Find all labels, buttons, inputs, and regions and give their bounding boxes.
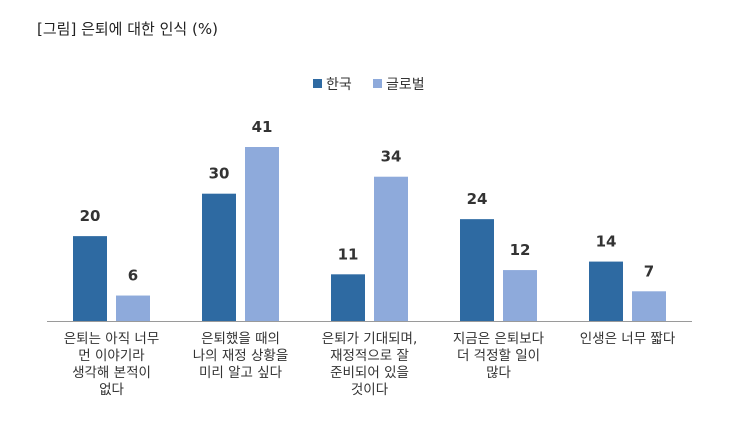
category-label-3: 지금은 은퇴보다 더 걱정할 일이 많다 bbox=[453, 331, 545, 381]
value-label-2-1: 34 bbox=[381, 148, 402, 166]
category-label-line: 준비되어 있을 bbox=[330, 365, 409, 381]
category-label-line: 재정적으로 잘 bbox=[330, 348, 409, 364]
category-label-line: 먼 이야기라 bbox=[78, 348, 145, 364]
category-labels-group: 은퇴는 아직 너무 먼 이야기라 생각해 본적이 없다 은퇴했을 때의 나의 재정 상황을… bbox=[64, 331, 676, 398]
value-label-1-0: 30 bbox=[209, 165, 230, 183]
bar-0-1 bbox=[116, 295, 150, 321]
bar-1-1 bbox=[245, 147, 279, 321]
category-label-line: 더 걱정할 일이 bbox=[457, 348, 540, 364]
category-label-line: 은퇴가 기대되며, bbox=[322, 331, 418, 347]
bar-2-1 bbox=[374, 176, 408, 321]
bar-3-1 bbox=[503, 270, 537, 321]
legend-label-0: 한국 bbox=[326, 77, 352, 93]
value-label-4-1: 7 bbox=[644, 262, 654, 280]
category-label-line: 은퇴는 아직 너무 bbox=[64, 331, 160, 347]
legend-swatch-0 bbox=[313, 79, 322, 88]
value-label-3-1: 12 bbox=[510, 241, 531, 259]
category-label-0: 은퇴는 아직 너무 먼 이야기라 생각해 본적이 없다 bbox=[64, 331, 160, 398]
value-label-0-0: 20 bbox=[80, 207, 101, 225]
value-labels-group: 20 6 30 41 11 34 24 12 14 7 bbox=[80, 118, 655, 285]
bars-group bbox=[73, 147, 666, 321]
bar-4-0 bbox=[589, 261, 623, 321]
category-label-line: 생각해 본적이 bbox=[72, 365, 151, 381]
category-label-line: 없다 bbox=[99, 382, 124, 398]
category-label-1: 은퇴했을 때의 나의 재정 상황을 미리 알고 싶다 bbox=[193, 331, 289, 381]
bar-3-0 bbox=[460, 219, 494, 321]
category-label-line: 인생은 너무 짧다 bbox=[580, 331, 676, 347]
legend: 한국 글로벌 bbox=[313, 77, 425, 93]
bar-1-0 bbox=[202, 193, 236, 321]
category-label-line: 나의 재정 상황을 bbox=[193, 348, 289, 364]
value-label-0-1: 6 bbox=[128, 267, 138, 285]
bar-0-0 bbox=[73, 236, 107, 321]
category-label-2: 은퇴가 기대되며, 재정적으로 잘 준비되어 있을 것이다 bbox=[322, 331, 418, 398]
category-label-line: 지금은 은퇴보다 bbox=[453, 331, 545, 347]
category-label-line: 은퇴했을 때의 bbox=[201, 331, 280, 347]
category-label-line: 미리 알고 싶다 bbox=[199, 365, 283, 381]
category-label-line: 것이다 bbox=[351, 382, 389, 398]
value-label-3-0: 24 bbox=[467, 190, 488, 208]
bar-2-0 bbox=[331, 274, 365, 321]
category-label-4: 인생은 너무 짧다 bbox=[580, 331, 676, 347]
legend-label-1: 글로벌 bbox=[386, 77, 425, 93]
value-label-4-0: 14 bbox=[596, 233, 617, 251]
bar-4-1 bbox=[632, 291, 666, 321]
value-label-2-0: 11 bbox=[338, 245, 359, 263]
value-label-1-1: 41 bbox=[252, 118, 273, 136]
legend-swatch-1 bbox=[373, 79, 382, 88]
chart-title: [그림] 은퇴에 대한 인식 (%) bbox=[37, 20, 218, 38]
category-label-line: 많다 bbox=[486, 365, 511, 381]
